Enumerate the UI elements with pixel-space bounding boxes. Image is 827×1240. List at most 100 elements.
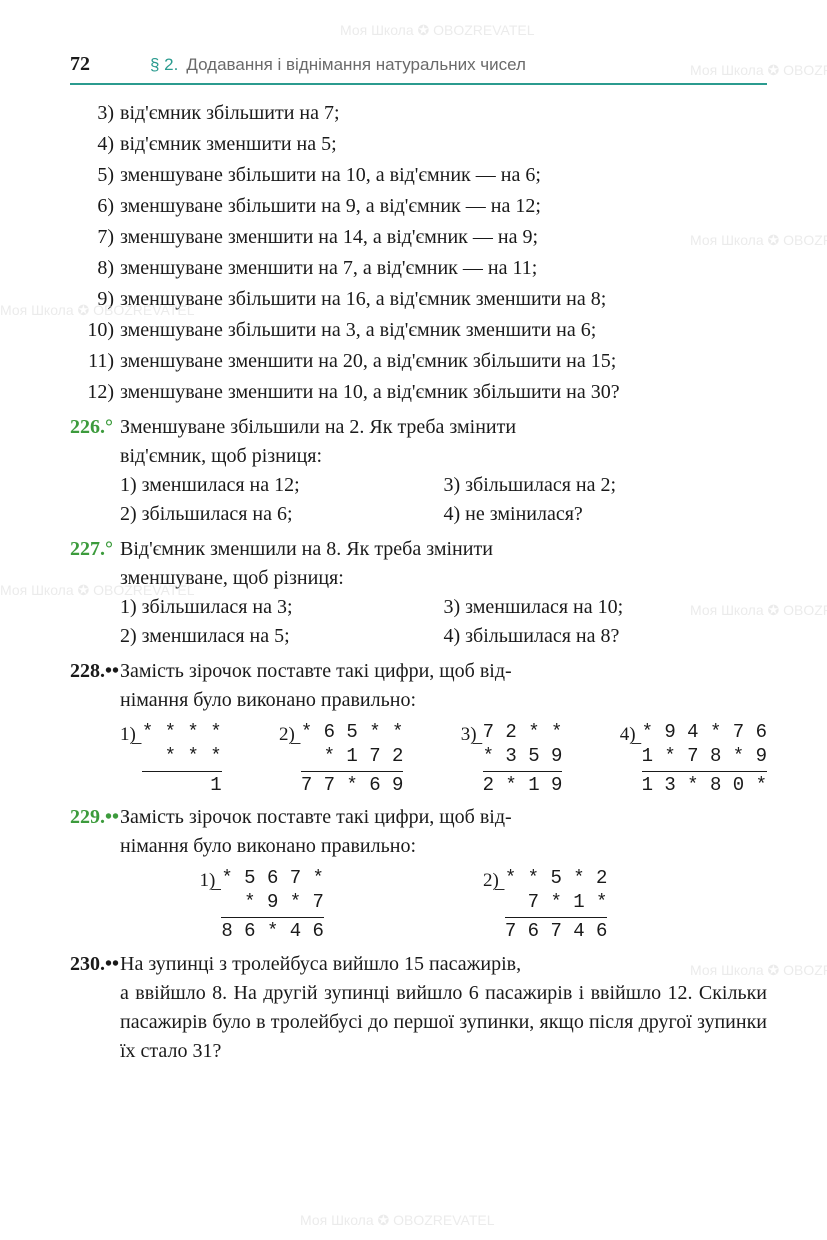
- subtrahend: * 9 * 7: [221, 891, 324, 915]
- result-line: [642, 771, 767, 772]
- subtraction-problems: 1)–* 5 6 7 ** 9 * 78 6 * 4 62)–* * 5 * 2…: [70, 867, 767, 943]
- list-item-text: зменшуване збільшити на 10, а від'ємник …: [120, 161, 767, 190]
- option: 4) збільшилася на 8?: [444, 622, 768, 651]
- minuend: * 9 4 * 7 6: [642, 721, 767, 745]
- continued-exercise-list: 3)від'ємник збільшити на 7;4)від'ємник з…: [70, 99, 767, 407]
- problem-text: німання було виконано правильно:: [70, 686, 767, 715]
- list-item: 12)зменшуване зменшити на 10, а від'ємни…: [70, 378, 767, 407]
- list-item: 7)зменшуване зменшити на 14, а від'ємник…: [70, 223, 767, 252]
- list-item-text: зменшуване збільшити на 16, а від'ємник …: [120, 285, 767, 314]
- difference: 8 6 * 4 6: [221, 920, 324, 944]
- problem-228: 228.•• Замість зірочок поставте такі циф…: [70, 657, 767, 797]
- result-line: [301, 771, 404, 772]
- list-item-text: зменшуване зменшити на 7, а від'ємник — …: [120, 254, 767, 283]
- difference: 2 * 1 9: [483, 774, 563, 798]
- option: 1) збільшилася на 3;: [120, 593, 444, 622]
- list-item-text: зменшуване зменшити на 20, а від'ємник з…: [120, 347, 767, 376]
- list-item-text: зменшуване збільшити на 3, а від'ємник з…: [120, 316, 767, 345]
- problem-text: Від'ємник зменшили на 8. Як треба змінит…: [120, 535, 767, 564]
- list-item-number: 12): [70, 378, 120, 407]
- subtraction-block: 1)–* 5 6 7 ** 9 * 78 6 * 4 6: [200, 867, 324, 943]
- list-item-number: 3): [70, 99, 120, 128]
- subtraction-problems: 1)–* * * ** * *12)–* 6 5 * ** 1 7 27 7 *…: [70, 721, 767, 797]
- problem-number: 229.••: [70, 803, 120, 832]
- sub-column: –* * 5 * 27 * 1 *7 6 7 4 6: [505, 867, 608, 943]
- sub-column: –* * * ** * *1: [142, 721, 222, 797]
- section-title: Додавання і віднімання натуральних чисел: [186, 53, 526, 78]
- problem-226: 226.° Зменшуване збільшили на 2. Як треб…: [70, 413, 767, 529]
- subtrahend: * 3 5 9: [483, 745, 563, 769]
- result-line: [221, 917, 324, 918]
- list-item-number: 5): [70, 161, 120, 190]
- problem-number: 230.••: [70, 950, 120, 979]
- subtraction-block: 1)–* * * ** * *1: [120, 721, 222, 797]
- problem-227: 227.° Від'ємник зменшили на 8. Як треба …: [70, 535, 767, 651]
- subtrahend: * * *: [142, 745, 222, 769]
- list-item: 9)зменшуване збільшити на 16, а від'ємни…: [70, 285, 767, 314]
- list-item: 11)зменшуване зменшити на 20, а від'ємни…: [70, 347, 767, 376]
- list-item-number: 4): [70, 130, 120, 159]
- textbook-page: Моя Школа ✪ OBOZREVATEL Моя Школа ✪ OBOZR…: [0, 0, 827, 1240]
- list-item: 10)зменшуване збільшити на 3, а від'ємни…: [70, 316, 767, 345]
- minuend: * 6 5 * *: [301, 721, 404, 745]
- option: 1) зменшилася на 12;: [120, 471, 444, 500]
- minuend: 7 2 * *: [483, 721, 563, 745]
- minus-sign: –: [632, 731, 642, 755]
- list-item: 4)від'ємник зменшити на 5;: [70, 130, 767, 159]
- minus-sign: –: [495, 877, 505, 901]
- result-line: [505, 917, 608, 918]
- watermark: Моя Школа ✪ OBOZREVATEL: [340, 20, 535, 40]
- problem-options: 1) збільшилася на 3; 2) зменшилася на 5;…: [70, 593, 767, 651]
- page-header: 72 § 2. Додавання і віднімання натуральн…: [70, 50, 767, 85]
- list-item-text: від'ємник збільшити на 7;: [120, 99, 767, 128]
- subtraction-block: 3)–7 2 * ** 3 5 92 * 1 9: [461, 721, 563, 797]
- list-item-text: зменшуване зменшити на 14, а від'ємник —…: [120, 223, 767, 252]
- minus-sign: –: [132, 731, 142, 755]
- list-item: 6)зменшуване збільшити на 9, а від'ємник…: [70, 192, 767, 221]
- minus-sign: –: [291, 731, 301, 755]
- difference: 7 6 7 4 6: [505, 920, 608, 944]
- difference: 1 3 * 8 0 *: [642, 774, 767, 798]
- problem-text: німання було виконано правильно:: [70, 832, 767, 861]
- sub-column: –* 6 5 * ** 1 7 27 7 * 6 9: [301, 721, 404, 797]
- page-number: 72: [70, 50, 90, 79]
- problem-options: 1) зменшилася на 12; 2) збільшилася на 6…: [70, 471, 767, 529]
- problem-text: Замість зірочок поставте такі цифри, щоб…: [120, 803, 767, 832]
- minuend: * * * *: [142, 721, 222, 745]
- watermark: Моя Школа ✪ OBOZREVATEL: [300, 1210, 495, 1230]
- list-item-number: 7): [70, 223, 120, 252]
- list-item-number: 11): [70, 347, 120, 376]
- problem-230: 230.•• На зупинці з тролейбуса вийшло 15…: [70, 950, 767, 1066]
- option: 2) зменшилася на 5;: [120, 622, 444, 651]
- problem-number: 228.••: [70, 657, 120, 686]
- minus-sign: –: [473, 731, 483, 755]
- problem-text: Зменшуване збільшили на 2. Як треба змін…: [120, 413, 767, 442]
- option: 4) не змінилася?: [444, 500, 768, 529]
- sub-column: –7 2 * ** 3 5 92 * 1 9: [483, 721, 563, 797]
- list-item: 3)від'ємник збільшити на 7;: [70, 99, 767, 128]
- problem-229: 229.•• Замість зірочок поставте такі циф…: [70, 803, 767, 943]
- option: 3) зменшилася на 10;: [444, 593, 768, 622]
- problem-number: 226.°: [70, 413, 120, 442]
- sub-column: –* 5 6 7 ** 9 * 78 6 * 4 6: [221, 867, 324, 943]
- subtrahend: 1 * 7 8 * 9: [642, 745, 767, 769]
- list-item-text: від'ємник зменшити на 5;: [120, 130, 767, 159]
- section-label: § 2.: [150, 53, 178, 78]
- subtrahend: 7 * 1 *: [505, 891, 608, 915]
- list-item-text: зменшуване збільшити на 9, а від'ємник —…: [120, 192, 767, 221]
- problem-text: від'ємник, щоб різниця:: [70, 442, 767, 471]
- option: 2) збільшилася на 6;: [120, 500, 444, 529]
- list-item-text: зменшуване зменшити на 10, а від'ємник з…: [120, 378, 767, 407]
- subtrahend: * 1 7 2: [301, 745, 404, 769]
- list-item-number: 8): [70, 254, 120, 283]
- list-item-number: 9): [70, 285, 120, 314]
- list-item: 5)зменшуване збільшити на 10, а від'ємни…: [70, 161, 767, 190]
- list-item-number: 10): [70, 316, 120, 345]
- option: 3) збільшилася на 2;: [444, 471, 768, 500]
- difference: 7 7 * 6 9: [301, 774, 404, 798]
- subtraction-block: 2)–* * 5 * 27 * 1 *7 6 7 4 6: [483, 867, 607, 943]
- sub-column: –* 9 4 * 7 61 * 7 8 * 91 3 * 8 0 *: [642, 721, 767, 797]
- problem-text: Замість зірочок поставте такі цифри, щоб…: [120, 657, 767, 686]
- minuend: * * 5 * 2: [505, 867, 608, 891]
- problem-text: На зупинці з тролейбуса вийшло 15 пасажи…: [120, 950, 767, 979]
